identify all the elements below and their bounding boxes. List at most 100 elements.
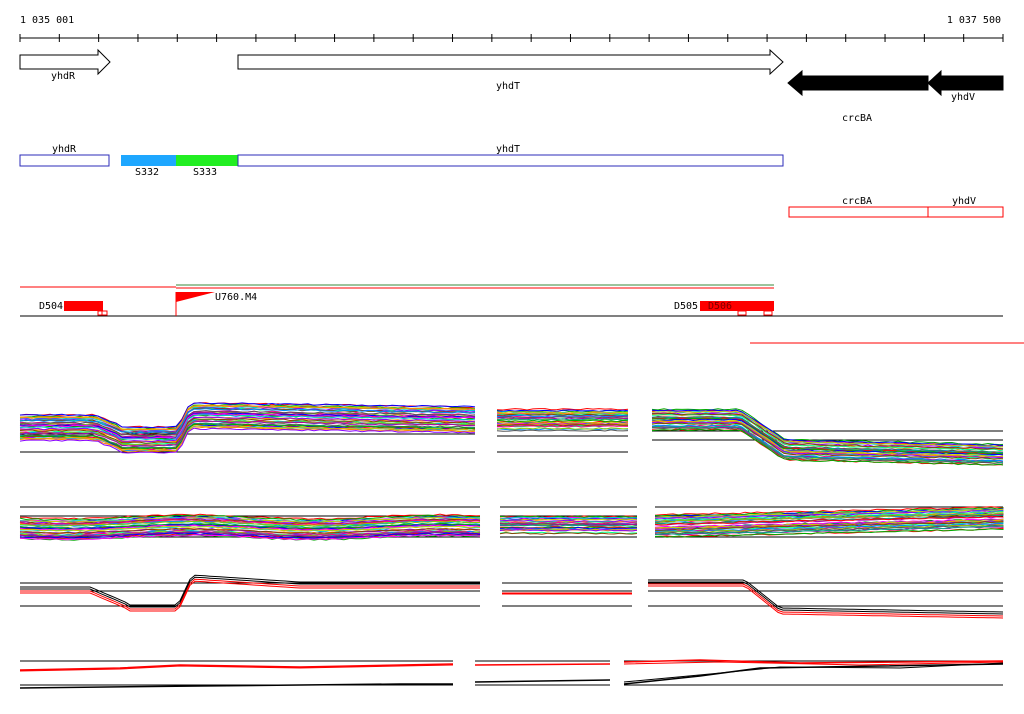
profile-line	[500, 524, 638, 527]
profile-line	[654, 506, 1004, 516]
segment-box-yhdR[interactable]	[19, 154, 110, 167]
profile-line	[19, 423, 476, 450]
profile-line	[654, 525, 1004, 536]
profile-line	[496, 416, 629, 419]
gene-arrow-yhdT[interactable]	[237, 48, 784, 76]
ruler-start-label: 1 035 001	[20, 15, 74, 26]
segment-label-s332: S332	[135, 167, 159, 178]
segment-label-crcBA: crcBA	[842, 196, 872, 207]
profile-line	[19, 404, 476, 431]
profile-line	[496, 407, 629, 411]
profile-line	[19, 416, 476, 443]
expression-panel-1	[19, 402, 1004, 466]
profile-line	[651, 422, 1004, 460]
profile-line	[654, 512, 1004, 523]
profile-line	[651, 425, 1004, 464]
gene-arrow-yhdR[interactable]	[19, 48, 111, 76]
expression-panel-2	[19, 506, 1004, 541]
feature-flag-u760[interactable]	[176, 292, 215, 302]
profile-line	[19, 524, 481, 531]
profile-line	[19, 663, 454, 671]
profile-line	[648, 585, 1004, 619]
profile-line	[654, 509, 1004, 519]
profile-line	[654, 522, 1004, 533]
profile-line	[19, 427, 476, 454]
gene-track: yhdR yhdT crcBA yhdV	[19, 48, 1004, 124]
profile-line	[19, 414, 476, 441]
profile-line	[20, 534, 481, 541]
profile-line	[648, 583, 1004, 617]
profile-line	[651, 409, 1004, 446]
ruler-end-label: 1 037 500	[947, 15, 1001, 26]
segment-label-s333: S333	[193, 167, 217, 178]
profile-line	[19, 664, 454, 672]
profile-line	[19, 520, 481, 527]
gene-label-yhdV: yhdV	[951, 92, 975, 103]
profile-line	[19, 532, 481, 539]
profile-line	[496, 425, 629, 428]
profile-line	[19, 420, 476, 447]
profile-line	[19, 425, 476, 452]
profile-line	[654, 510, 1004, 520]
profile-line	[499, 522, 637, 526]
segment-block-s333[interactable]	[176, 155, 238, 166]
segment-box-crcBA[interactable]	[788, 206, 929, 218]
profile-line	[499, 529, 638, 532]
profile-line	[499, 521, 638, 525]
profile-line	[654, 528, 1004, 538]
profile-line	[499, 519, 638, 523]
profile-line	[19, 513, 481, 520]
profile-line	[19, 527, 480, 534]
profile-line	[19, 410, 476, 437]
profile-line	[19, 413, 476, 440]
profile-line	[19, 514, 481, 521]
profile-line	[654, 511, 1004, 522]
profile-line	[496, 418, 629, 421]
profile-line	[651, 419, 1004, 457]
expression-panel-4	[19, 659, 1004, 689]
profile-line	[623, 662, 1004, 683]
feature-label-d506: D506	[708, 301, 732, 312]
feature-label-d504: D504	[39, 301, 63, 312]
profile-line	[499, 516, 638, 520]
profile-line	[651, 412, 1004, 450]
profile-line	[19, 525, 481, 532]
segment-label-yhdV: yhdV	[952, 196, 976, 207]
profile-line	[651, 421, 1004, 459]
profile-line	[496, 421, 629, 424]
profile-line	[19, 402, 476, 429]
feature-label-d505: D505	[674, 301, 698, 312]
profile-line	[19, 516, 480, 524]
feature-track: D504 U760.M4 D505 D506	[20, 284, 1024, 344]
profile-line	[19, 530, 481, 537]
profile-line	[623, 659, 1004, 664]
segment-box-yhdV[interactable]	[927, 206, 1004, 218]
expression-panel-3	[20, 574, 1004, 619]
segment-box-yhdT[interactable]	[237, 154, 784, 167]
profile-line	[20, 580, 480, 612]
profile-line	[654, 521, 1004, 532]
profile-line	[496, 427, 629, 430]
profile-line	[20, 574, 480, 606]
profile-line	[648, 579, 1004, 613]
feature-block-d505-d506[interactable]	[700, 301, 774, 311]
gene-arrow-yhdV[interactable]	[927, 69, 1004, 97]
profile-line	[19, 420, 476, 447]
coordinate-ruler: 1 035 001 1 037 500	[19, 15, 1004, 42]
segment-block-s332[interactable]	[121, 155, 176, 166]
profile-line	[496, 429, 629, 432]
feature-block-d504[interactable]	[64, 301, 103, 311]
segment-label-yhdR: yhdR	[52, 144, 77, 155]
gene-label-yhdR: yhdR	[51, 71, 76, 82]
profile-line	[19, 408, 476, 434]
profile-line	[651, 427, 1004, 464]
profile-line	[19, 522, 481, 529]
profile-line	[654, 515, 1004, 526]
profile-line	[474, 679, 611, 683]
gene-arrow-crcBA[interactable]	[787, 69, 929, 97]
gene-label-yhdT: yhdT	[496, 81, 520, 92]
segment-label-yhdT: yhdT	[496, 144, 520, 155]
profile-line	[19, 683, 453, 689]
profile-line	[654, 518, 1004, 528]
